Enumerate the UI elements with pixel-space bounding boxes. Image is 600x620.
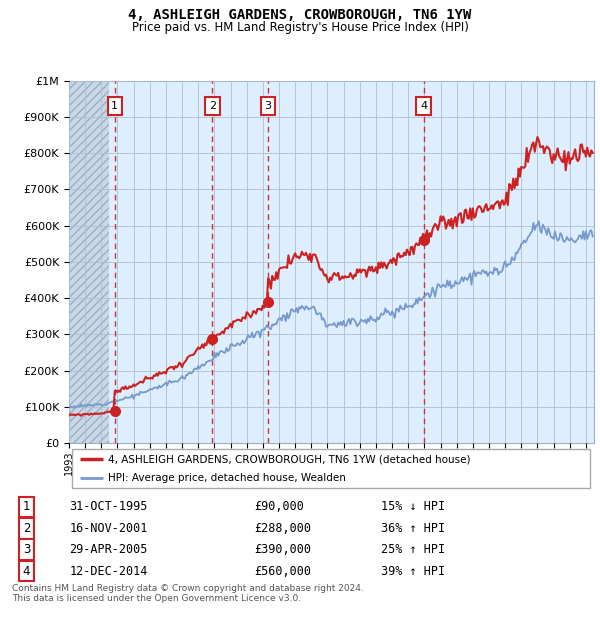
Text: 2: 2 [209,101,216,111]
Text: £560,000: £560,000 [254,565,311,578]
Text: 4, ASHLEIGH GARDENS, CROWBOROUGH, TN6 1YW (detached house): 4, ASHLEIGH GARDENS, CROWBOROUGH, TN6 1Y… [109,454,471,464]
Text: 3: 3 [23,543,30,556]
Text: 4: 4 [420,101,427,111]
Text: 4, ASHLEIGH GARDENS, CROWBOROUGH, TN6 1YW: 4, ASHLEIGH GARDENS, CROWBOROUGH, TN6 1Y… [128,8,472,22]
Text: 12-DEC-2014: 12-DEC-2014 [70,565,148,578]
Text: £390,000: £390,000 [254,543,311,556]
Text: 36% ↑ HPI: 36% ↑ HPI [380,522,445,535]
Text: 1: 1 [23,500,30,513]
Text: £288,000: £288,000 [254,522,311,535]
Text: 3: 3 [265,101,272,111]
Text: 4: 4 [23,565,30,578]
FancyBboxPatch shape [71,450,590,488]
Text: 1: 1 [111,101,118,111]
Text: HPI: Average price, detached house, Wealden: HPI: Average price, detached house, Weal… [109,474,346,484]
Text: 16-NOV-2001: 16-NOV-2001 [70,522,148,535]
Text: 15% ↓ HPI: 15% ↓ HPI [380,500,445,513]
Text: 29-APR-2005: 29-APR-2005 [70,543,148,556]
Text: 39% ↑ HPI: 39% ↑ HPI [380,565,445,578]
Text: 31-OCT-1995: 31-OCT-1995 [70,500,148,513]
Text: Contains HM Land Registry data © Crown copyright and database right 2024.
This d: Contains HM Land Registry data © Crown c… [12,584,364,603]
Text: Price paid vs. HM Land Registry's House Price Index (HPI): Price paid vs. HM Land Registry's House … [131,21,469,34]
Bar [69,81,109,443]
Text: 25% ↑ HPI: 25% ↑ HPI [380,543,445,556]
Text: £90,000: £90,000 [254,500,304,513]
Text: 2: 2 [23,522,30,535]
